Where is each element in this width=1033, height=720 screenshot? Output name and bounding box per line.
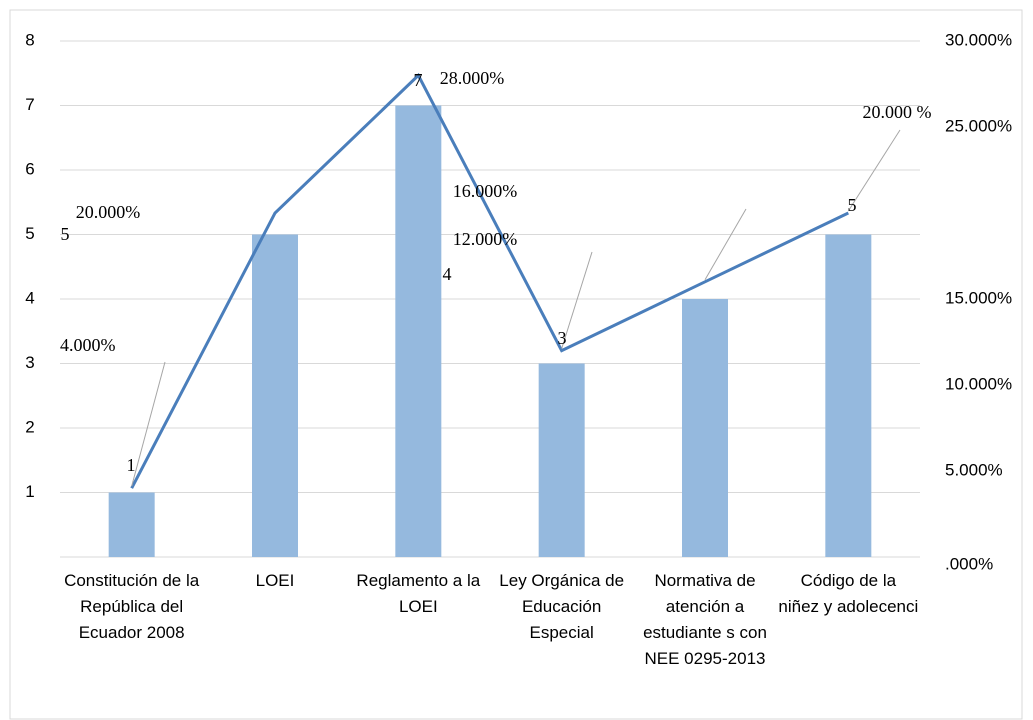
y-tick-label: 5 [25,224,34,243]
y-tick-label: 8 [25,30,34,49]
y-tick-label: 3 [25,353,34,372]
y-tick-label: 1 [25,482,34,501]
bar [538,363,585,557]
bar-value-label: 1 [127,455,136,475]
bar-value-label: 4 [443,264,452,284]
line-value-label: 20.000% [76,202,141,222]
y-tick-label: 4 [25,288,34,307]
y-tick-label: 2 [25,417,34,436]
y2-tick-label: 5.000% [945,460,1003,479]
y-tick-label: 6 [25,159,34,178]
bar [252,234,298,557]
line-value-label: 28.000% [440,68,505,88]
line-value-label: 12.000% [453,229,518,249]
y2-tick-label: 15.000% [945,288,1012,307]
x-tick-label: Código de la niñez y adolecenci [778,571,919,616]
bar-value-label: 7 [414,70,423,90]
x-tick-label: Reglamento a la LOEI [356,571,481,616]
bar-value-label: 5 [848,195,857,215]
bar [825,234,872,557]
bar [108,492,155,557]
x-tick-label: Constitución de la República del Ecuador… [64,571,200,642]
bar [682,299,728,557]
y2-tick-label: 10.000% [945,374,1012,393]
leader-line [131,361,166,487]
line-value-label: 20.000 % [863,102,932,122]
x-tick-label: LOEI [255,571,295,590]
leader-line [561,251,593,349]
line [130,72,849,489]
line-value-label: 16.000% [453,181,518,201]
bar [395,105,442,557]
bar-value-label: 5 [61,224,70,244]
bar-value-label: 3 [558,328,567,348]
chart-border [9,9,1023,720]
y2-tick-label: 25.000% [945,116,1012,135]
y2-tick-label: 30.000% [945,30,1012,49]
y-tick-label: 7 [25,95,34,114]
leader-line [704,208,747,281]
x-tick-label: Normativa de atención a estudiante s con… [643,571,767,668]
line-value-label: 4.000% [60,335,116,355]
y2-tick-label: .000% [945,554,993,573]
leader-line [847,129,901,212]
x-tick-label: Ley Orgánica de Educación Especial [499,571,625,642]
